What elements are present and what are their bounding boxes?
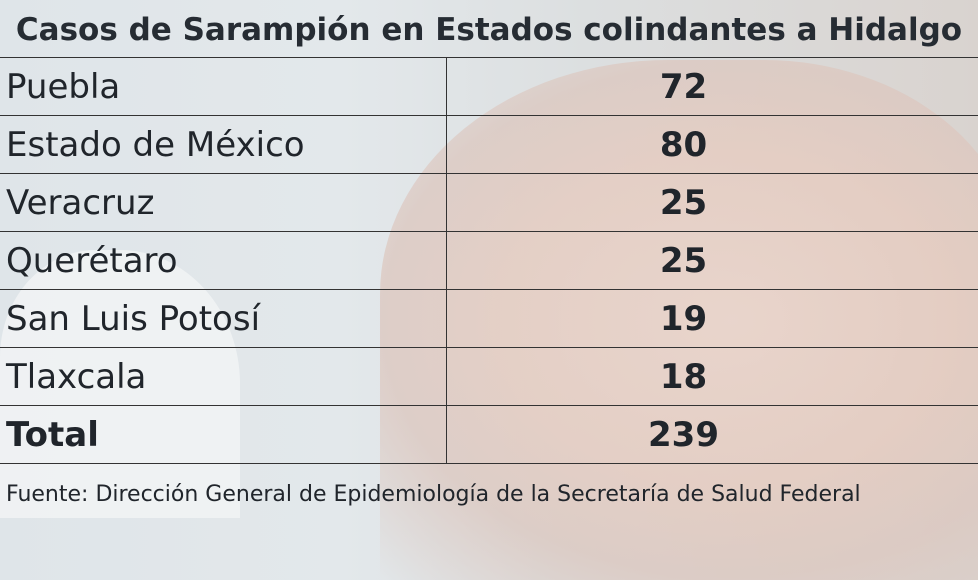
state-name: Veracruz bbox=[0, 174, 447, 232]
case-count: 72 bbox=[447, 58, 978, 116]
total-label: Total bbox=[0, 406, 447, 464]
state-name: Querétaro bbox=[0, 232, 447, 290]
case-count: 18 bbox=[447, 348, 978, 406]
state-name: Puebla bbox=[0, 58, 447, 116]
state-name: Estado de México bbox=[0, 116, 447, 174]
total-count: 239 bbox=[447, 406, 978, 464]
case-count: 19 bbox=[447, 290, 978, 348]
state-name: San Luis Potosí bbox=[0, 290, 447, 348]
source-note: Fuente: Dirección General de Epidemiolog… bbox=[0, 463, 978, 518]
case-count: 25 bbox=[447, 174, 978, 232]
case-count: 25 bbox=[447, 232, 978, 290]
case-count: 80 bbox=[447, 116, 978, 174]
table-title: Casos de Sarampión en Estados colindante… bbox=[0, 0, 978, 57]
state-name: Tlaxcala bbox=[0, 348, 447, 406]
